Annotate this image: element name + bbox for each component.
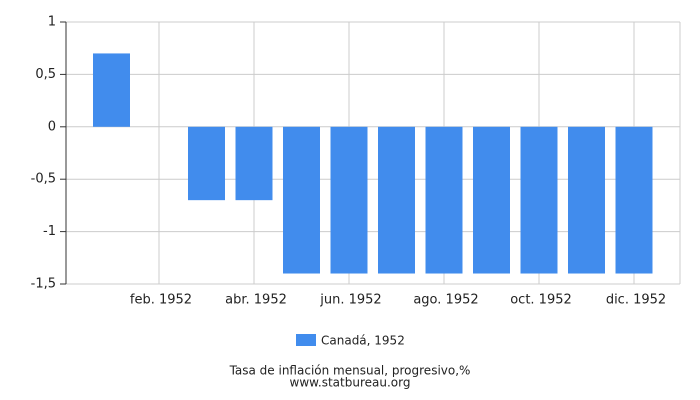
x-axis-label: Tasa de inflación mensual, progresivo,% bbox=[229, 364, 471, 378]
bar bbox=[93, 53, 130, 127]
x-tick-label: abr. 1952 bbox=[225, 293, 287, 308]
bar bbox=[283, 126, 320, 274]
x-tick-label: jun. 1952 bbox=[319, 293, 381, 308]
bar bbox=[520, 126, 558, 274]
y-tick-label: -1,5 bbox=[31, 277, 56, 292]
x-tick-label: ago. 1952 bbox=[413, 293, 478, 308]
source: www.statbureau.org bbox=[290, 376, 411, 390]
bar bbox=[473, 126, 510, 274]
x-tick-label: dic. 1952 bbox=[606, 293, 666, 308]
bar bbox=[188, 126, 225, 201]
bar bbox=[330, 126, 368, 274]
y-tick-label: 0 bbox=[48, 119, 56, 134]
legend-label: Canadá, 1952 bbox=[321, 334, 405, 348]
x-tick-label: feb. 1952 bbox=[130, 293, 192, 308]
y-tick-label: -1 bbox=[43, 224, 56, 239]
y-tick-label: 0,5 bbox=[35, 67, 56, 82]
y-tick-label: -0,5 bbox=[31, 172, 56, 187]
bar bbox=[615, 126, 653, 274]
bar bbox=[425, 126, 463, 274]
bar bbox=[235, 126, 273, 201]
bar bbox=[378, 126, 415, 274]
bar bbox=[568, 126, 605, 274]
legend-swatch bbox=[296, 334, 316, 346]
y-tick-label: 1 bbox=[48, 15, 56, 30]
x-tick-label: oct. 1952 bbox=[510, 293, 572, 308]
